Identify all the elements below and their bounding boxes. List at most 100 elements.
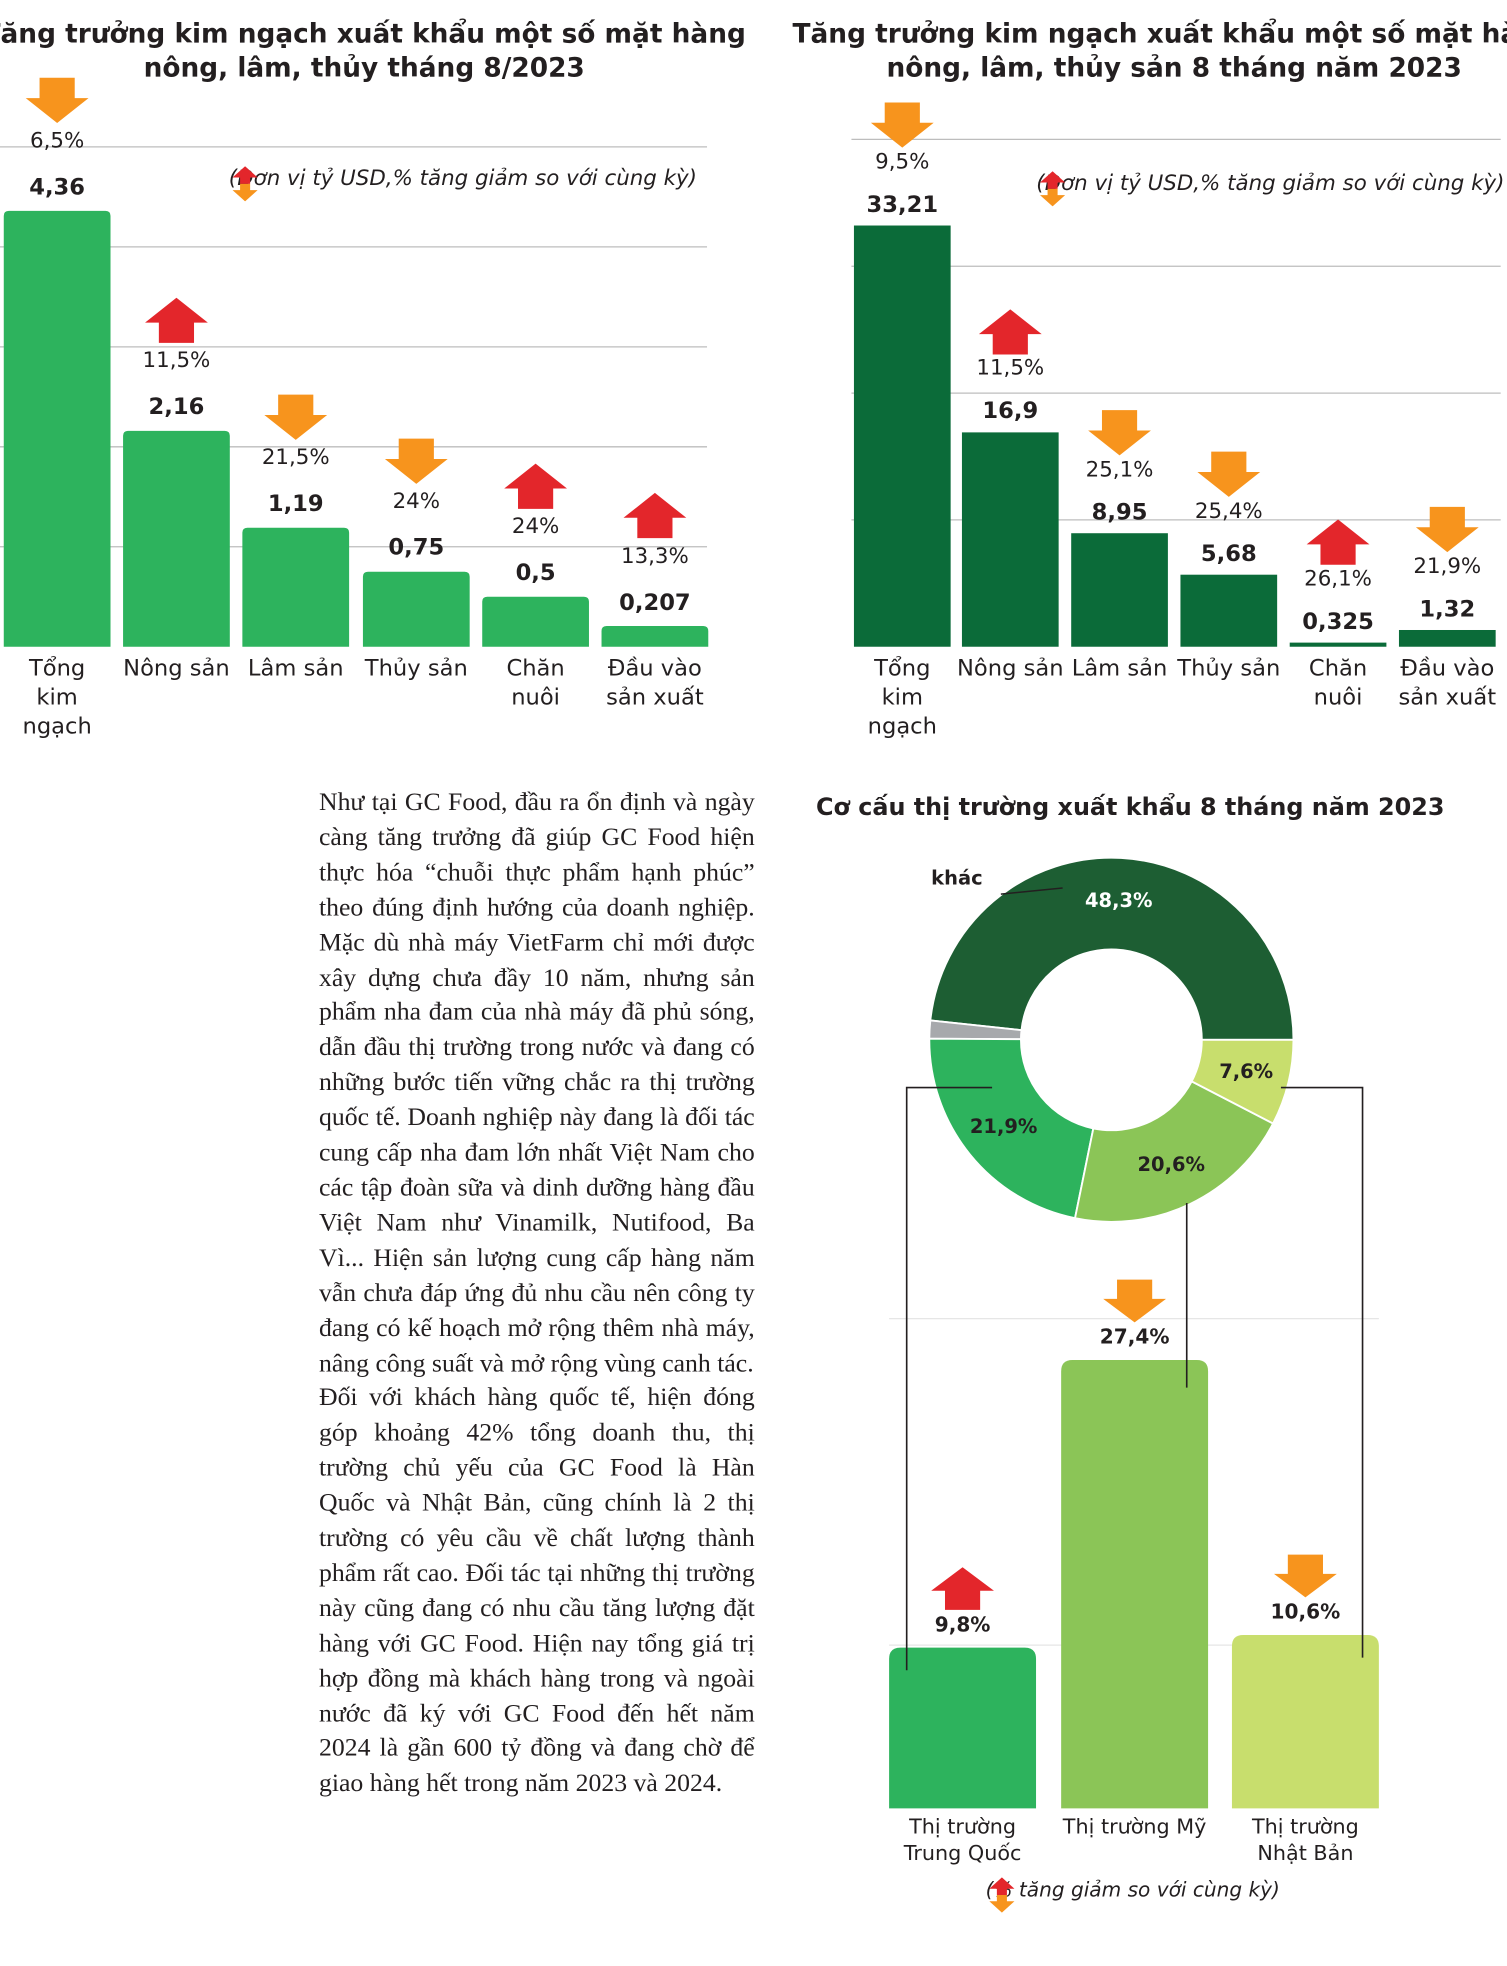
x-tick-label: Thủy sản [364, 655, 468, 682]
change-note: % tăng giảm so với cùng kỳ) [1200, 171, 1505, 197]
x-tick-label: Lâm sản [1071, 655, 1168, 682]
bar [123, 430, 230, 647]
change-label: 25,4% [1194, 498, 1263, 524]
change-arrow [1103, 1279, 1167, 1323]
change-label: 21,9% [1413, 553, 1482, 579]
change-arrow [1197, 451, 1261, 497]
unit-note: (Đơn vị tỷ USD,% tăng giảm so với cùng k… [1036, 171, 1505, 207]
chart-title: Cơ cấu thị trường xuất khẩu 8 tháng năm … [816, 793, 1445, 822]
change-note: % tăng giảm so với cùng kỳ) [993, 1877, 1280, 1902]
donut-slice [1073, 1080, 1275, 1223]
change-label: 26,1% [1304, 566, 1372, 592]
change-arrow [25, 77, 89, 123]
value-label: 0,207 [619, 589, 691, 616]
bar [242, 527, 350, 647]
change-label: 24% [511, 514, 560, 540]
change-label: 10,6% [1270, 1599, 1341, 1624]
change-icon [1040, 171, 1066, 207]
change-label: 27,4% [1099, 1324, 1170, 1349]
bar [482, 596, 589, 647]
x-tick-label: Đầu vào sản xuất [1398, 655, 1497, 711]
value-label: 8,95 [1091, 498, 1148, 526]
x-tick-label: Đầu vào sản xuất [606, 655, 704, 711]
bar [1061, 1360, 1209, 1809]
value-label: 0,325 [1302, 608, 1374, 635]
article: Như tại GC Food, đầu ra ổn định và ngày … [319, 786, 755, 1802]
x-tick-label: Lâm sản [247, 655, 344, 682]
change-arrow [264, 394, 328, 440]
change-label: 11,5% [976, 356, 1045, 382]
paragraph: Đối với khách hàng quốc tế, hiện đóng gó… [318, 1384, 755, 1798]
value-label: 1,32 [1419, 595, 1476, 623]
donut-slice [928, 1037, 1095, 1220]
change-label: 9,8% [934, 1612, 991, 1637]
slice-label: 21,9% [969, 1115, 1038, 1138]
x-tick-label: Thị trường Nhật Bản [1251, 1814, 1359, 1865]
change-label: 9,5% [875, 149, 930, 175]
x-tick-label: Thị trường Trung Quốc [903, 1814, 1022, 1865]
connectors [905, 1086, 1364, 1671]
unit-note: (Đơn vị tỷ USD,% tăng giảm so với cùng k… [228, 166, 697, 202]
slice-label: 7,6% [1219, 1060, 1274, 1084]
bar [1180, 574, 1278, 647]
change-label: 11,5% [142, 348, 211, 374]
legend: (% tăng giảm so với cùng kỳ) [985, 1877, 1280, 1913]
value-label: 16,9 [982, 398, 1039, 425]
chart-title: Tăng trưởng kim ngạch xuất khẩu một số m… [0, 18, 746, 83]
bar [1231, 1635, 1379, 1809]
x-tick-label: Chăn nuôi [1308, 655, 1368, 711]
change-note: % tăng giảm so với cùng kỳ) [392, 166, 697, 192]
value-label: 2,16 [148, 394, 205, 421]
bar [362, 571, 470, 647]
change-icon [989, 1877, 1015, 1913]
change-arrow [931, 1567, 994, 1610]
x-tick-label: Thị trường Mỹ [1062, 1814, 1207, 1839]
bar [889, 1647, 1037, 1809]
donut-slice [1190, 1038, 1295, 1125]
chart-title: Tăng trưởng kim ngạch xuất khẩu một số m… [792, 18, 1507, 83]
slice-label: 48,3% [1085, 889, 1153, 912]
donut-slice [929, 856, 1295, 1041]
change-label: 24% [392, 489, 441, 515]
change-label: 13,3% [620, 543, 689, 569]
x-tick-label: Tổng kim ngạch [867, 655, 937, 740]
unit-text: (Đơn vị tỷ USD, [1036, 171, 1201, 197]
x-tick-label: Chăn nuôi [506, 655, 565, 711]
value-label: 33,21 [866, 191, 939, 218]
value-label: 0,75 [388, 535, 445, 562]
change-label: 25,1% [1085, 457, 1154, 483]
change-arrow [1306, 519, 1370, 565]
change-icon [232, 166, 258, 202]
change-arrow [1415, 506, 1479, 553]
legend-paren: ( [985, 1877, 994, 1902]
change-arrow [504, 463, 567, 509]
unit-text: (Đơn vị tỷ USD, [228, 166, 393, 192]
bar [853, 225, 951, 647]
bar [3, 210, 111, 647]
bar [601, 626, 709, 647]
x-tick-label: Nông sản [957, 655, 1064, 682]
change-arrow [978, 309, 1042, 355]
x-tick-label: Nông sản [123, 655, 230, 682]
change-arrow [870, 102, 934, 148]
change-label: 21,5% [261, 445, 330, 471]
paragraph: Như tại GC Food, đầu ra ổn định và ngày … [318, 788, 755, 1377]
value-label: 5,68 [1200, 540, 1257, 567]
leader-line [1000, 887, 1063, 895]
x-tick-label: Tổng kim ngạch [22, 655, 92, 740]
change-arrow [1274, 1554, 1337, 1598]
bar [961, 432, 1059, 647]
slice-label: 20,6% [1137, 1152, 1206, 1176]
bar [1289, 642, 1387, 647]
value-label: 4,36 [29, 174, 86, 201]
bar [1398, 629, 1496, 647]
change-arrow [623, 492, 687, 539]
change-arrow [1088, 410, 1151, 456]
slice-name: khác [931, 866, 983, 890]
change-label: 6,5% [30, 128, 85, 154]
connector-line [905, 1086, 993, 1671]
value-label: 0,5 [515, 560, 556, 587]
value-label: 1,19 [267, 491, 324, 518]
